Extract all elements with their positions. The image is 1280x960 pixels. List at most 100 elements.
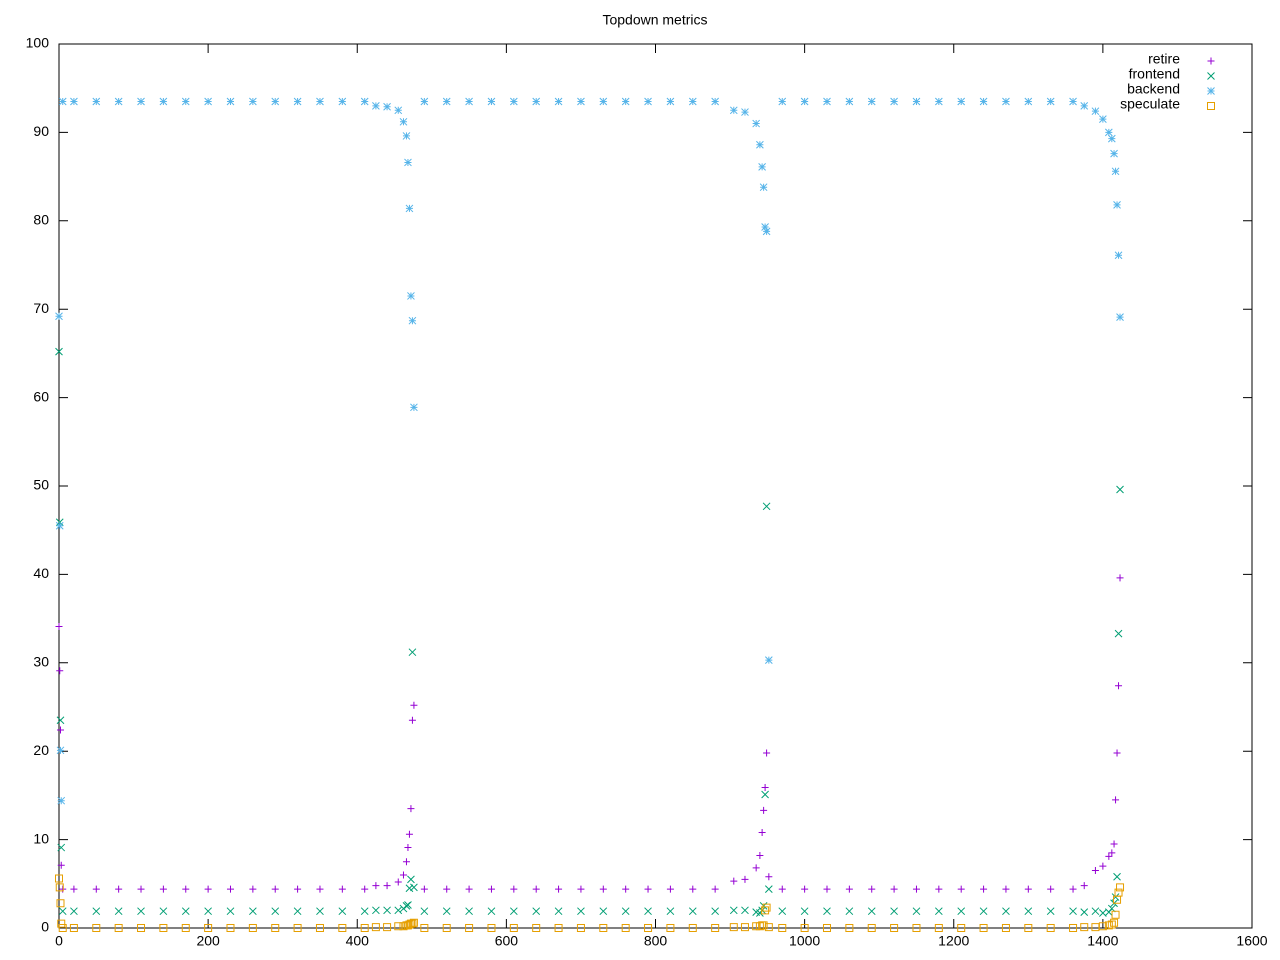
point bbox=[1112, 796, 1120, 804]
point bbox=[599, 97, 608, 106]
point bbox=[1116, 574, 1124, 582]
point bbox=[764, 923, 773, 932]
point bbox=[801, 885, 809, 893]
point bbox=[394, 106, 403, 115]
point bbox=[845, 924, 854, 932]
point bbox=[577, 907, 585, 916]
point bbox=[532, 97, 541, 106]
point bbox=[800, 97, 809, 106]
plot-frame bbox=[58, 43, 1253, 929]
point bbox=[729, 106, 738, 115]
point bbox=[402, 858, 410, 866]
point bbox=[1024, 885, 1032, 893]
point bbox=[762, 227, 771, 236]
y-tick-label: 30 bbox=[33, 654, 49, 670]
point bbox=[1111, 910, 1120, 919]
point bbox=[361, 885, 369, 893]
point bbox=[979, 907, 988, 916]
point bbox=[70, 885, 78, 893]
point bbox=[204, 924, 213, 932]
point bbox=[58, 924, 67, 932]
point bbox=[1111, 167, 1120, 176]
point bbox=[371, 923, 380, 932]
point bbox=[1116, 485, 1124, 494]
point bbox=[688, 907, 697, 916]
point bbox=[410, 701, 418, 709]
point bbox=[764, 656, 773, 665]
point bbox=[394, 878, 402, 886]
point bbox=[338, 924, 347, 932]
point bbox=[465, 924, 474, 932]
point bbox=[226, 907, 235, 916]
point bbox=[730, 877, 738, 885]
point bbox=[957, 97, 966, 106]
point bbox=[1114, 888, 1123, 897]
point bbox=[762, 502, 771, 511]
point bbox=[845, 885, 853, 893]
point bbox=[759, 921, 768, 930]
point bbox=[1116, 313, 1124, 322]
point bbox=[293, 97, 302, 106]
point bbox=[577, 885, 585, 893]
point bbox=[729, 923, 738, 932]
point bbox=[404, 901, 412, 909]
point bbox=[420, 924, 429, 932]
point bbox=[394, 922, 403, 931]
point bbox=[599, 924, 608, 932]
point bbox=[741, 875, 749, 883]
point bbox=[935, 885, 943, 893]
point bbox=[845, 97, 854, 106]
point bbox=[1091, 867, 1099, 875]
point bbox=[271, 907, 280, 916]
point bbox=[372, 882, 380, 890]
point bbox=[761, 783, 769, 791]
point bbox=[778, 885, 786, 893]
point bbox=[383, 102, 391, 111]
point bbox=[621, 907, 630, 916]
point bbox=[763, 749, 771, 757]
point bbox=[293, 924, 302, 932]
point bbox=[622, 885, 630, 893]
point bbox=[778, 97, 787, 106]
point bbox=[1104, 128, 1113, 137]
point bbox=[1080, 908, 1089, 916]
y-tick-label: 0 bbox=[41, 919, 49, 935]
point bbox=[402, 132, 411, 140]
point bbox=[762, 903, 771, 912]
point bbox=[509, 907, 518, 916]
point bbox=[934, 924, 943, 932]
point bbox=[1046, 97, 1055, 106]
point bbox=[249, 907, 257, 916]
point bbox=[1099, 862, 1107, 870]
point bbox=[1105, 852, 1113, 860]
point bbox=[1024, 97, 1033, 106]
point bbox=[1002, 907, 1010, 916]
point bbox=[405, 830, 413, 838]
point bbox=[443, 885, 451, 893]
point bbox=[532, 924, 541, 932]
point bbox=[761, 906, 770, 915]
point bbox=[442, 97, 451, 106]
y-tick-label: 100 bbox=[26, 35, 50, 51]
point bbox=[890, 924, 899, 932]
point bbox=[758, 906, 766, 915]
point bbox=[576, 924, 585, 932]
point bbox=[778, 907, 787, 916]
point bbox=[114, 907, 123, 916]
y-tick-label: 20 bbox=[33, 742, 49, 758]
point bbox=[688, 97, 697, 106]
point bbox=[249, 885, 257, 893]
point bbox=[1080, 102, 1089, 110]
point bbox=[407, 805, 415, 813]
point bbox=[181, 907, 190, 916]
point bbox=[957, 924, 966, 932]
point bbox=[1069, 907, 1077, 916]
point bbox=[1046, 907, 1055, 916]
point bbox=[360, 907, 369, 916]
point bbox=[1091, 923, 1100, 932]
x-tick-label: 1400 bbox=[1087, 933, 1118, 949]
point bbox=[644, 885, 652, 893]
point bbox=[316, 907, 324, 916]
point bbox=[204, 97, 212, 106]
point bbox=[666, 97, 675, 106]
